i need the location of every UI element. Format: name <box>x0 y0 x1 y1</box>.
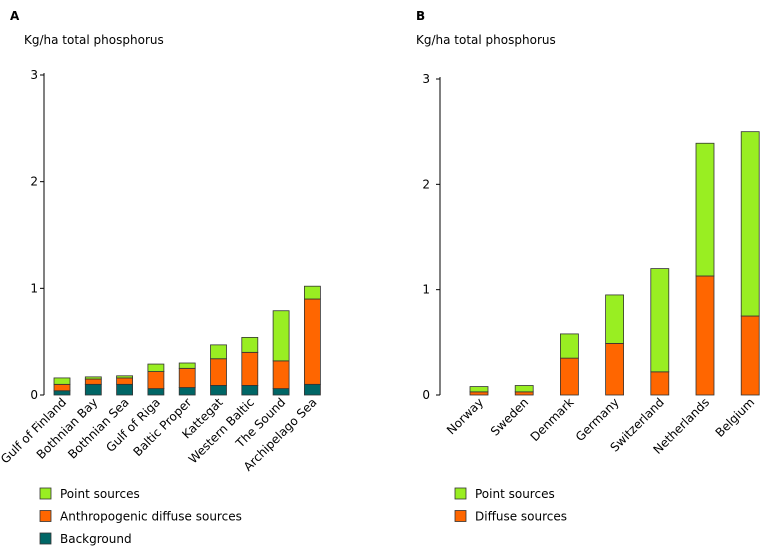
y-tick-label: 2 <box>30 175 38 189</box>
bar-segment <box>272 310 290 362</box>
legend-label: Anthropogenic diffuse sources <box>60 510 242 524</box>
legend-label: Diffuse sources <box>475 510 567 524</box>
panel-letter: A <box>10 9 20 23</box>
bar-segment <box>147 371 165 389</box>
bar-segment <box>178 387 196 396</box>
bar-segment <box>303 383 321 396</box>
bar-segment <box>84 378 102 385</box>
bar-segment <box>147 363 165 372</box>
bar-segment <box>650 371 670 396</box>
bar-segment <box>116 377 133 385</box>
legend-swatch <box>39 532 52 545</box>
bar-segment <box>514 391 534 396</box>
bar-segment <box>53 390 71 396</box>
bar-segment <box>469 386 489 393</box>
legend-label: Background <box>60 532 132 546</box>
y-axis-title: Kg/ha total phosphorus <box>24 33 164 47</box>
bar-segment <box>241 351 259 386</box>
legend-swatch <box>39 487 52 500</box>
bar-segment <box>695 275 715 396</box>
bar-segment <box>210 358 227 386</box>
legend: Point sources Anthropogenic diffuse sourc… <box>39 487 242 546</box>
y-tick-label: 3 <box>30 68 38 82</box>
bar-segment <box>303 298 321 385</box>
legend-label: Point sources <box>475 487 555 501</box>
bar-segment <box>272 360 290 390</box>
x-tick-label: Belgium <box>713 395 758 440</box>
bar-segment <box>241 384 259 396</box>
y-tick-label: 0 <box>30 388 38 402</box>
x-tick-label: Denmark <box>528 395 577 444</box>
bar-segment <box>605 342 624 396</box>
bar-segment <box>147 388 165 396</box>
bar-segment <box>84 383 102 396</box>
bar-segment <box>650 268 670 373</box>
bar-segment <box>210 384 227 396</box>
legend: Point sources Diffuse sources <box>454 487 567 524</box>
bar-segment <box>116 375 133 379</box>
bar-segment <box>560 333 579 359</box>
bar-segment <box>178 367 196 388</box>
bar-segment <box>53 377 71 385</box>
bar-segment <box>272 388 290 396</box>
y-tick-label: 1 <box>30 281 38 295</box>
y-tick-label: 1 <box>422 283 430 297</box>
bar-segment <box>514 385 534 393</box>
bar-segment <box>560 357 579 396</box>
bar-segment <box>303 285 321 300</box>
panel-letter: B <box>416 9 425 23</box>
y-tick-label: 3 <box>422 72 430 86</box>
bar-segment <box>740 315 760 396</box>
bar-segment <box>53 383 71 392</box>
legend-swatch <box>454 487 467 500</box>
bar-segment <box>210 344 227 360</box>
x-tick-label: Sweden <box>488 395 531 438</box>
y-tick-label: 0 <box>422 388 430 402</box>
bar-segment <box>178 362 196 369</box>
bar-segment <box>695 142 715 277</box>
x-tick-label: Norway <box>444 395 486 437</box>
bar-segment <box>84 376 102 380</box>
y-tick-label: 2 <box>422 177 430 191</box>
bar-segment <box>740 131 760 317</box>
bar-segment <box>605 294 624 344</box>
legend-label: Point sources <box>60 487 140 501</box>
legend-swatch <box>454 510 467 522</box>
y-axis-title: Kg/ha total phosphorus <box>416 33 556 47</box>
bar-segment <box>116 383 133 396</box>
bar-segment <box>241 336 259 353</box>
bar-segment <box>469 391 489 396</box>
legend-swatch <box>39 510 52 522</box>
